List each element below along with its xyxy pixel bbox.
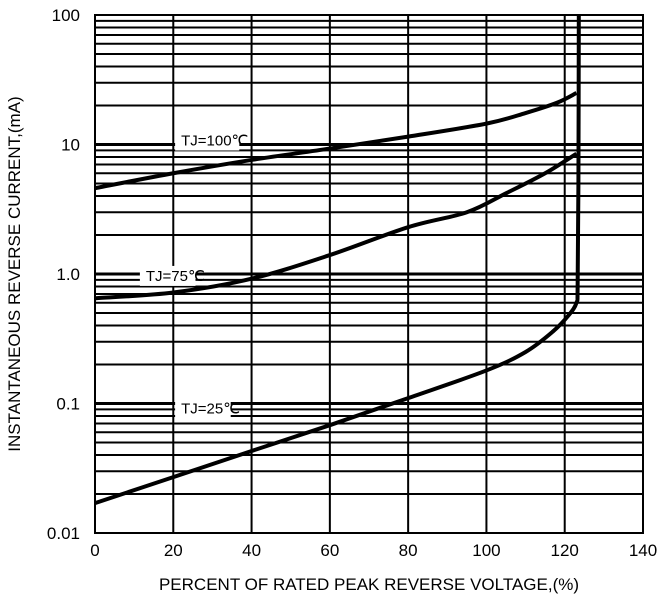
series-line-0: [94, 91, 578, 191]
series-label-bg: [139, 265, 196, 286]
series-label-bg: [175, 398, 231, 419]
series-labels: TJ=100℃ TJ=75℃ TJ=25℃: [139, 130, 248, 419]
x-tick-label: 120: [551, 541, 579, 560]
x-tick-label: 0: [90, 541, 99, 560]
y-tick-label: 1.0: [56, 265, 80, 284]
series-layer: [94, 14, 581, 506]
y-tick-label: 0.1: [56, 395, 80, 414]
series-label-1: TJ=75℃: [146, 268, 205, 285]
y-axis-title: INSTANTANEOUS REVERSE CURRENT,(mA): [5, 96, 24, 451]
x-axis-title: PERCENT OF RATED PEAK REVERSE VOLTAGE,(%…: [159, 575, 579, 594]
x-tick-label: 80: [399, 541, 418, 560]
x-tick-label: 60: [320, 541, 339, 560]
series-label-0: TJ=100℃: [181, 133, 248, 150]
series-label-2: TJ=25℃: [181, 401, 240, 418]
x-tick-labels: 0 20 40 60 80 100 120 140: [90, 541, 657, 560]
y-tick-label: 10: [61, 136, 80, 155]
x-tick-label: 40: [242, 541, 261, 560]
y-tick-label: 0.01: [47, 524, 80, 543]
x-tick-label: 20: [164, 541, 183, 560]
plot-frame: [94, 14, 644, 534]
series-label-bg: [175, 130, 240, 151]
series-line-2: [94, 14, 581, 506]
x-tick-label: 140: [629, 541, 657, 560]
y-tick-label: 100: [52, 6, 80, 25]
x-tick-label: 100: [472, 541, 500, 560]
y-tick-labels: 0.01 0.1 1.0 10 100: [47, 6, 80, 543]
series-line-1: [94, 151, 578, 301]
